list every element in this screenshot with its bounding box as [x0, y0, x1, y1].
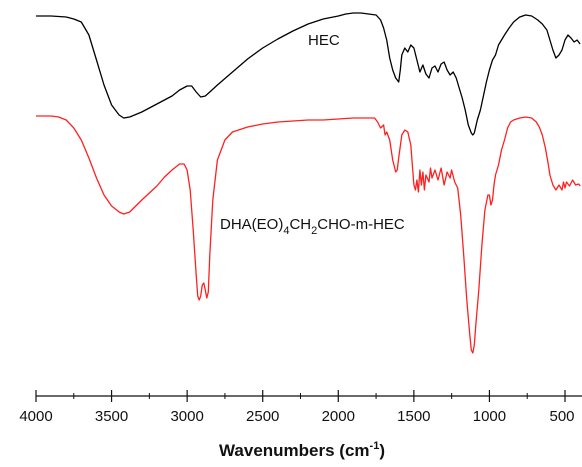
x-tick-label-500: 500	[549, 408, 574, 425]
plot-area	[36, 12, 581, 354]
x-axis-title-close: )	[379, 441, 385, 460]
x-tick-label-4000: 4000	[19, 408, 52, 425]
x-tick-label-2500: 2500	[246, 408, 279, 425]
series-label-sub-2: 2	[311, 225, 317, 237]
x-tick-label-2000: 2000	[322, 408, 355, 425]
x-tick-label-1500: 1500	[397, 408, 430, 425]
series-label-part-1: DHA(EO)	[220, 216, 283, 233]
x-tick-label-3500: 3500	[95, 408, 128, 425]
series-label-modified: DHA(EO)4CH2CHO-m-HEC	[220, 216, 405, 237]
series-line-hec	[36, 12, 581, 136]
series-label-hec: HEC	[308, 32, 340, 49]
series-label-part-3: CHO-m-HEC	[317, 216, 405, 233]
x-axis-title: Wavenumbers (cm-1)	[219, 440, 385, 460]
series-label-part-2: CH	[289, 216, 311, 233]
x-axis-ticks: 4000 3500 3000 2500 2000 1500 1000 500	[19, 390, 575, 425]
series-line-modified-hec	[36, 115, 581, 354]
x-axis-title-main: Wavenumbers (cm	[219, 441, 370, 460]
x-axis-title-sup: -1	[370, 440, 380, 452]
x-tick-label-3000: 3000	[170, 408, 203, 425]
x-tick-label-1000: 1000	[473, 408, 506, 425]
series-label-sub-1: 4	[283, 225, 289, 237]
